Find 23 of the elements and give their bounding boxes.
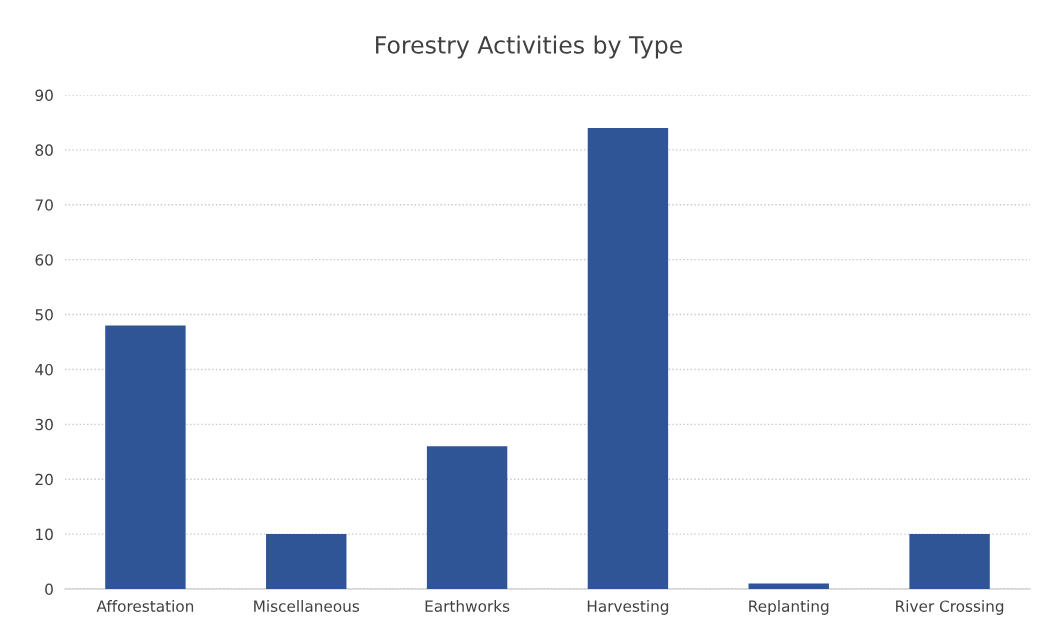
chart-title: Forestry Activities by Type — [376, 35, 683, 59]
bar — [426, 446, 508, 589]
x-tick-label: Earthworks — [425, 600, 510, 612]
x-tick-label: Harvesting — [587, 600, 669, 615]
y-tick-label: 0 — [45, 583, 53, 596]
bar — [909, 534, 990, 589]
y-tick-label: 90 — [35, 89, 53, 102]
x-tick-label: Afforestation — [96, 600, 194, 612]
y-tick-label: 60 — [35, 254, 53, 266]
x-tick-label: River Crossing — [896, 600, 1004, 615]
y-tick-label: 70 — [35, 199, 53, 211]
y-tick-label: 30 — [35, 418, 53, 431]
bar — [266, 534, 347, 589]
bar — [748, 583, 829, 589]
y-tick-label: 40 — [35, 363, 53, 376]
y-tick-label: 80 — [35, 144, 53, 156]
x-tick-label: Miscellaneous — [254, 600, 360, 612]
y-tick-label: 50 — [35, 309, 53, 321]
x-tick-label: Replanting — [749, 600, 829, 615]
y-tick-label: 10 — [36, 528, 53, 541]
bar — [587, 127, 669, 589]
bar — [105, 325, 186, 589]
y-tick-label: 20 — [35, 473, 53, 486]
